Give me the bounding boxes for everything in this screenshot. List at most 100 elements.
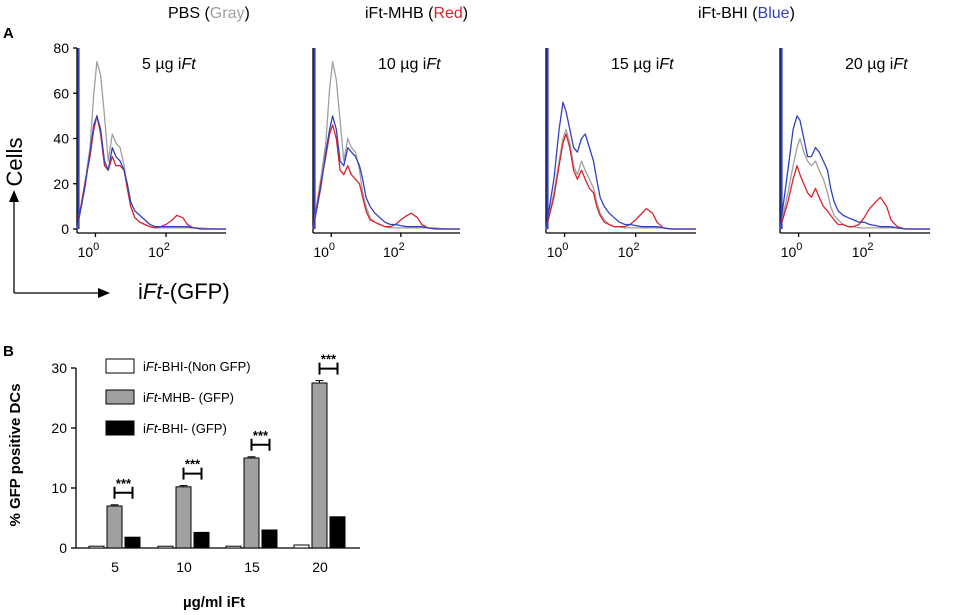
up-arrow-icon: [9, 190, 19, 202]
histogram-title: 15 µg iFt: [611, 56, 674, 73]
histogram-title: 5 µg iFt: [142, 56, 196, 73]
gfp-axis-label: iFt-(GFP): [138, 279, 230, 304]
histogram-line-pbs: [779, 137, 930, 230]
legend-swatch: [105, 389, 135, 405]
histogram-line-ift-bhi: [779, 115, 930, 230]
x-tick-exponent: 2: [399, 241, 405, 253]
legend-label: iFt-MHB- (GFP): [143, 390, 234, 405]
significance-stars: ***: [253, 428, 269, 443]
bar-category-label: 20: [312, 559, 328, 575]
histogram-line-ift-bhi: [545, 101, 696, 230]
panel-b-label: B: [3, 343, 14, 360]
histogram-line-ift-bhi: [312, 115, 460, 230]
x-tick-base: 10: [78, 244, 94, 260]
bar-ift-mhb-gfp--5: [106, 505, 123, 549]
bar-y-tick-label: 20: [51, 420, 67, 436]
bar-ift-bhi-non-gfp--10: [157, 545, 174, 549]
legend-label-italic: Ft: [146, 390, 159, 405]
histogram-line-ift-mhb: [312, 124, 460, 230]
x-tick-base: 10: [618, 244, 634, 260]
y-tick-label: 60: [53, 85, 69, 101]
bar-y-tick-label: 0: [59, 540, 67, 556]
histogram-title-plain: 5 µg i: [142, 56, 181, 73]
histogram-line-pbs: [76, 60, 226, 230]
x-tick-base: 10: [852, 244, 868, 260]
bar-x-axis-label: µg/ml iFt: [183, 594, 245, 611]
x-tick-exponent: 2: [867, 241, 873, 253]
header-color-word-red: Red: [433, 5, 462, 22]
x-tick-label: 102: [383, 241, 405, 260]
bar-ift-bhi-gfp--10: [193, 531, 210, 549]
bar-ift-bhi-gfp--15: [261, 529, 278, 549]
bar-chart-gfp-positive-dcs: 0 10 20 30 % GFP positive DCs µg/ml iFt 5 *** 10…: [7, 352, 360, 611]
cells-axis-label: Cells: [2, 138, 27, 187]
y-tick-label: 80: [53, 40, 69, 56]
histogram-line-ift-bhi: [76, 115, 226, 230]
y-tick-label: 0: [61, 221, 69, 237]
y-tick-label: 20: [53, 176, 69, 192]
histogram-title-plain: 15 µg i: [611, 56, 659, 73]
bar-category-label: 10: [176, 559, 192, 575]
bar-category-label: 5: [111, 559, 119, 575]
histogram-title-italic: Ft: [181, 56, 196, 73]
histogram-line-ift-mhb: [76, 115, 226, 230]
x-tick-base: 10: [547, 244, 563, 260]
x-tick-base: 10: [148, 244, 164, 260]
x-tick-label: 100: [547, 241, 569, 260]
bar-ift-bhi-non-gfp--15: [225, 545, 242, 549]
legend-label-plain: i: [143, 359, 146, 374]
legend-label: iFt-BHI- (GFP): [143, 421, 227, 436]
bar-y-tick-label: 30: [51, 360, 67, 376]
panel-a-label: A: [3, 25, 14, 42]
y-tick-label: 40: [53, 131, 69, 147]
legend-swatch: [105, 420, 135, 436]
bar-ift-mhb-gfp--10: [175, 486, 192, 549]
histogram-line-pbs: [545, 128, 696, 230]
legend-label-italic: Ft: [146, 359, 159, 374]
bar-ift-mhb-gfp--15: [243, 457, 260, 549]
histogram-title: 10 µg iFt: [378, 56, 441, 73]
bar-y-axis-label: % GFP positive DCs: [7, 383, 24, 526]
x-tick-label: 102: [618, 241, 640, 260]
histogram-title-italic: Ft: [659, 56, 674, 73]
histogram-title-italic: Ft: [426, 56, 441, 73]
histogram-title-italic: Ft: [893, 56, 908, 73]
histogram-title-plain: 10 µg i: [378, 56, 426, 73]
x-tick-exponent: 0: [562, 241, 568, 253]
legend-swatch: [105, 358, 135, 374]
panel-a-axis-key: Cells iFt-(GFP): [2, 138, 230, 304]
histogram-title: 20 µg iFt: [845, 56, 908, 73]
x-tick-base: 10: [383, 244, 399, 260]
x-tick-exponent: 2: [633, 241, 639, 253]
bar-category-label: 15: [244, 559, 260, 575]
x-tick-base: 10: [313, 244, 329, 260]
x-tick-label: 100: [313, 241, 335, 260]
bar-y-tick-label: 10: [51, 480, 67, 496]
x-tick-label: 100: [781, 241, 803, 260]
x-tick-exponent: 0: [796, 241, 802, 253]
x-tick-label: 102: [148, 241, 170, 260]
x-tick-base: 10: [781, 244, 797, 260]
header-legend-mhb: iFt-MHB (Red): [365, 5, 468, 22]
legend-label-suffix: -BHI- (GFP): [157, 421, 226, 436]
x-tick-exponent: 0: [93, 241, 99, 253]
bar-ift-bhi-gfp--5: [124, 536, 141, 549]
x-tick-label: 100: [78, 241, 100, 260]
legend-label: iFt-BHI-(Non GFP): [143, 359, 251, 374]
legend-label-suffix: -BHI-(Non GFP): [157, 359, 250, 374]
header-legend-bhi: iFt-BHI (Blue): [698, 5, 795, 22]
bar-ift-bhi-non-gfp--5: [88, 545, 105, 549]
legend-label-suffix: -MHB- (GFP): [157, 390, 234, 405]
legend-label-plain: i: [143, 390, 146, 405]
x-tick-exponent: 0: [329, 241, 335, 253]
significance-stars: ***: [116, 476, 132, 491]
header-legend-pbs: PBS (Gray): [168, 5, 250, 22]
legend-label-plain: i: [143, 421, 146, 436]
legend-label-italic: Ft: [146, 421, 159, 436]
histogram-line-ift-mhb: [779, 165, 930, 230]
x-tick-exponent: 2: [164, 241, 170, 253]
